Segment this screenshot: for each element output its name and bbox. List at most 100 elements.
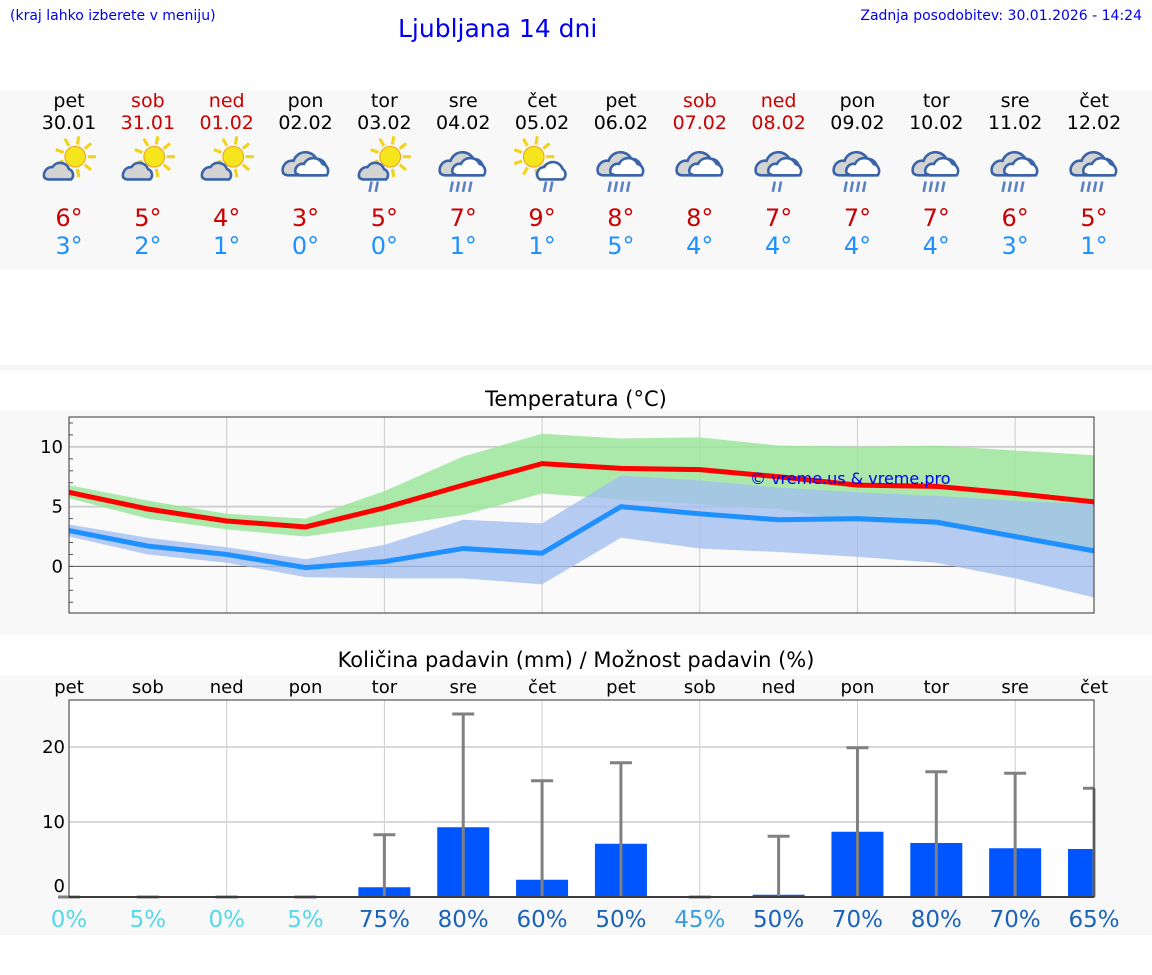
last-update: Zadnja posodobitev: 30.01.2026 - 14:24 xyxy=(860,8,1142,24)
day-forecast: sre 11.02 6° 3° xyxy=(976,90,1054,260)
temp-min: 4° xyxy=(922,232,950,260)
day-date: 02.02 xyxy=(278,112,333,134)
day-forecast: tor 10.02 7° 4° xyxy=(897,90,975,260)
series-line xyxy=(68,504,1095,571)
day-forecast: sre 04.02 7° 1° xyxy=(424,90,502,260)
precip-probability: 80% xyxy=(438,907,489,933)
day-name: ned xyxy=(208,90,245,112)
x-category-label: pet xyxy=(54,677,84,698)
page-title: Ljubljana 14 dni xyxy=(398,14,598,43)
day-name: tor xyxy=(370,90,398,112)
precip-probability: 0% xyxy=(208,907,245,933)
weather-sun-cloud-icon xyxy=(109,136,187,200)
weather-sun-cloud-icon xyxy=(30,136,108,200)
y-tick-label: 20 xyxy=(42,737,65,758)
temp-min: 0° xyxy=(291,232,320,260)
plot-border xyxy=(68,416,1095,614)
temp-max: 7° xyxy=(764,204,793,232)
day-forecast: pon 02.02 3° 0° xyxy=(267,90,345,260)
y-tick-label: 10 xyxy=(42,812,65,833)
y-tick-label: 5 xyxy=(52,497,63,518)
weather-cloud-rain-icon xyxy=(424,136,502,200)
day-name: sob xyxy=(131,90,165,112)
temp-max: 7° xyxy=(922,204,950,232)
weather-sun-cloud-icon xyxy=(188,136,266,200)
day-date: 06.02 xyxy=(593,112,649,134)
temp-max: 8° xyxy=(607,204,635,232)
precip-probability: 70% xyxy=(990,907,1041,933)
temp-min: 3° xyxy=(1001,232,1029,260)
temp-min: 5° xyxy=(607,232,635,260)
day-name: čet xyxy=(1079,90,1109,112)
x-category-label: sre xyxy=(1001,677,1028,698)
precip-probability: 0% xyxy=(51,907,88,933)
day-date: 12.02 xyxy=(1066,112,1122,134)
x-category-label: čet xyxy=(528,677,556,698)
temp-max: 5° xyxy=(370,204,399,232)
temp-min: 4° xyxy=(843,232,872,260)
temp-min: 1° xyxy=(1080,232,1108,260)
weather-cloud-rain-icon xyxy=(818,136,896,200)
x-category-label: tor xyxy=(372,677,398,698)
day-date: 09.02 xyxy=(830,112,885,134)
temp-max: 8° xyxy=(686,204,714,232)
precip-probability: 60% xyxy=(517,907,568,933)
precipitation-chart-title: Količina padavin (mm) / Možnost padavin … xyxy=(337,648,815,672)
precip-probability: 50% xyxy=(595,907,646,933)
x-category-label: čet xyxy=(1080,677,1108,698)
x-category-label: tor xyxy=(924,677,950,698)
temp-min: 0° xyxy=(370,232,399,260)
weather-cloud-rain-icon xyxy=(976,136,1054,200)
weather-sun-cloud-rain-icon xyxy=(345,136,423,200)
precipitation-chart-panel: 0 10 20 pet 0% sob 5% ned 0% pon 5% tor 75% sre 80% čet… xyxy=(0,675,1152,935)
temp-min: 3° xyxy=(55,232,83,260)
day-name: sre xyxy=(1000,90,1030,112)
precip-probability: 50% xyxy=(753,907,804,933)
day-forecast: čet 05.02 9° 1° xyxy=(503,90,581,260)
precip-probability: 5% xyxy=(287,907,324,933)
day-forecast: tor 03.02 5° 0° xyxy=(345,90,423,260)
precip-probability: 70% xyxy=(832,907,883,933)
day-forecast: ned 01.02 4° 1° xyxy=(188,90,266,260)
temp-max: 3° xyxy=(291,204,320,232)
day-name: čet xyxy=(527,90,557,112)
temp-min: 4° xyxy=(764,232,793,260)
day-date: 05.02 xyxy=(514,112,570,134)
day-date: 01.02 xyxy=(199,112,254,134)
y-tick-label: 0 xyxy=(52,556,63,577)
temp-max: 6° xyxy=(55,204,83,232)
weather-sun-cloud-light-rain-icon xyxy=(503,136,581,200)
day-date: 10.02 xyxy=(909,112,964,134)
day-forecast: pet 06.02 8° 5° xyxy=(582,90,660,260)
temp-min: 1° xyxy=(528,232,556,260)
x-category-label: ned xyxy=(210,677,244,698)
day-date: 30.01 xyxy=(41,112,97,134)
x-category-label: sob xyxy=(132,677,164,698)
temperature-chart-panel: 0 5 10 © vreme.us & vreme.pro xyxy=(0,410,1152,635)
temperature-chart-title: Temperatura (°C) xyxy=(485,387,667,411)
day-forecast: sob 31.01 5° 2° xyxy=(109,90,187,260)
precip-probability: 75% xyxy=(359,907,410,933)
day-forecast: pon 09.02 7° 4° xyxy=(818,90,896,260)
day-name: tor xyxy=(922,90,950,112)
day-name: pon xyxy=(839,90,876,112)
daily-forecast-panel: pet 30.01 6° 3° sob 31.01 5° 2° ned 01.02 … xyxy=(0,90,1152,270)
day-forecast: čet 12.02 5° 1° xyxy=(1055,90,1133,260)
day-forecast: pet 30.01 6° 3° xyxy=(30,90,108,260)
day-name: pet xyxy=(605,90,637,112)
temp-max: 4° xyxy=(213,204,241,232)
day-name: pet xyxy=(53,90,85,112)
temp-min: 4° xyxy=(686,232,714,260)
temp-max: 6° xyxy=(1001,204,1029,232)
temperature-chart: 0 5 10 © vreme.us & vreme.pro xyxy=(40,416,1095,614)
day-date: 08.02 xyxy=(751,112,806,134)
day-date: 07.02 xyxy=(672,112,727,134)
x-category-label: sre xyxy=(449,677,476,698)
precipitation-chart: 0 10 20 pet 0% sob 5% ned 0% pon 5% tor 75% sre 80% čet… xyxy=(42,677,1119,933)
precip-bar xyxy=(1068,849,1094,897)
day-name: sre xyxy=(448,90,478,112)
precip-probability: 80% xyxy=(911,907,962,933)
plot-border xyxy=(68,699,1095,898)
day-name: ned xyxy=(760,90,797,112)
temp-min: 2° xyxy=(134,232,162,260)
